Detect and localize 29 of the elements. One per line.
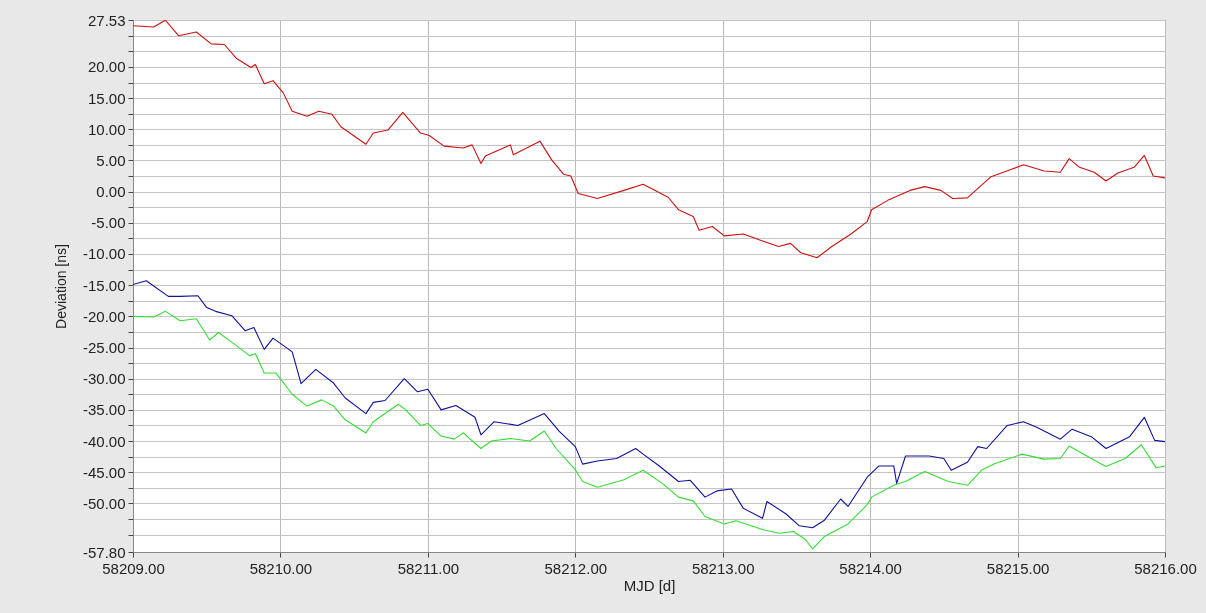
y-tick-label: -35.00: [82, 401, 126, 419]
x-tick-label: 58215.00: [986, 559, 1050, 577]
x-tick-label: 58214.00: [839, 559, 902, 577]
y-axis-title: Deviation [ns]: [52, 244, 69, 329]
y-tick-label: 20.00: [87, 58, 126, 76]
y-tick-label: -40.00: [82, 432, 126, 450]
y-tick-label: -50.00: [82, 494, 126, 512]
y-tick-label: 5.00: [96, 151, 126, 169]
y-tick-label: -57.80: [82, 543, 126, 561]
y-tick-label: 27.53: [87, 11, 126, 29]
y-tick-label: 10.00: [87, 120, 126, 138]
x-tick-label: 58213.00: [691, 559, 755, 577]
x-tick-label: 58210.00: [249, 559, 313, 577]
y-tick-label: -25.00: [82, 339, 126, 356]
y-tick-label: -15.00: [82, 276, 126, 294]
x-tick-label: 58209.00: [102, 559, 165, 577]
y-tick-label: -20.00: [82, 307, 126, 325]
y-tick-label: -5.00: [91, 214, 126, 232]
y-tick-label: -30.00: [82, 370, 126, 388]
y-tick-label: 15.00: [87, 89, 126, 107]
x-tick-label: 58211.00: [397, 559, 460, 577]
y-tick-label: 0.00: [96, 183, 126, 201]
y-tick-label: -45.00: [82, 463, 126, 481]
x-axis-title: MJD [d]: [623, 576, 676, 594]
y-tick-label: -10.00: [82, 245, 126, 263]
line-series: [133, 20, 1165, 259]
x-tick-label: 58216.00: [1134, 559, 1197, 577]
x-tick-label: 58212.00: [544, 559, 608, 577]
line-series: [133, 280, 1165, 529]
